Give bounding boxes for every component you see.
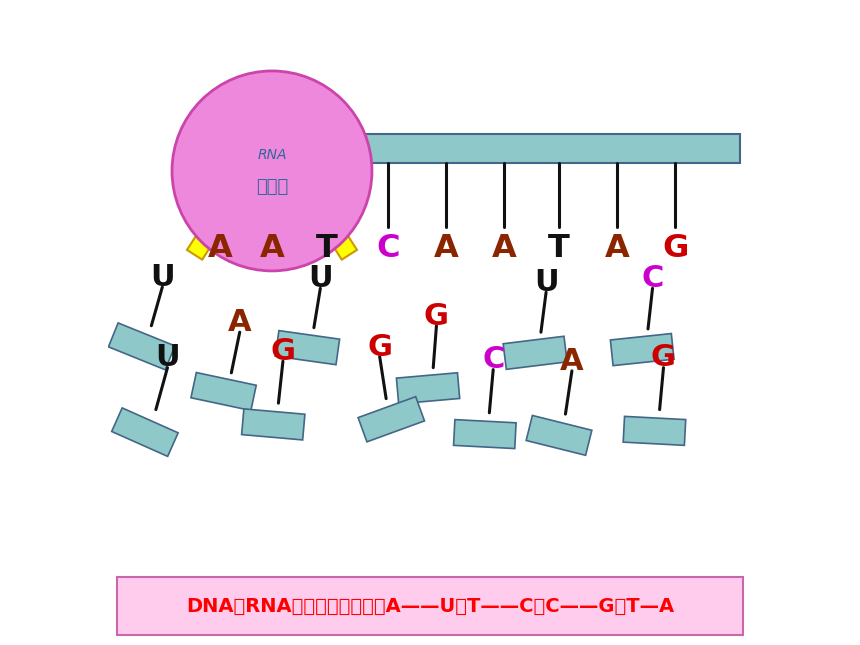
Text: T: T: [316, 232, 338, 264]
Polygon shape: [503, 336, 567, 370]
Polygon shape: [275, 331, 340, 364]
Text: A: A: [560, 347, 584, 375]
Bar: [192, 134, 740, 163]
Text: 聚合酶: 聚合酶: [256, 178, 288, 196]
Text: C: C: [642, 264, 664, 293]
Polygon shape: [112, 408, 178, 457]
Polygon shape: [396, 373, 460, 404]
Text: U: U: [155, 344, 180, 372]
Polygon shape: [453, 420, 516, 448]
Text: A: A: [208, 232, 233, 264]
Text: G: G: [367, 333, 392, 361]
Text: G: G: [662, 232, 688, 264]
FancyArrow shape: [318, 206, 357, 260]
FancyArrow shape: [187, 206, 225, 260]
Text: C: C: [482, 346, 505, 374]
Text: A: A: [605, 232, 630, 264]
Text: DNA与RNA的碌基互补配对：A——U；T——C；C——G；T—A: DNA与RNA的碌基互补配对：A——U；T——C；C——G；T—A: [186, 597, 674, 616]
Text: U: U: [534, 268, 558, 297]
Text: C: C: [377, 232, 400, 264]
Polygon shape: [108, 323, 175, 370]
Text: G: G: [651, 344, 676, 372]
Text: G: G: [270, 337, 296, 366]
Polygon shape: [611, 333, 674, 366]
Polygon shape: [242, 409, 305, 440]
Text: G: G: [424, 302, 449, 330]
Polygon shape: [191, 373, 256, 410]
Text: A: A: [433, 232, 458, 264]
Text: T: T: [548, 232, 570, 264]
Text: A: A: [492, 232, 517, 264]
Polygon shape: [526, 415, 592, 455]
Text: U: U: [150, 263, 175, 292]
Polygon shape: [358, 397, 425, 442]
Text: A: A: [260, 232, 285, 264]
Text: RNA: RNA: [257, 148, 286, 162]
Ellipse shape: [172, 71, 372, 271]
Polygon shape: [624, 417, 685, 445]
Bar: [117, 577, 743, 635]
Text: A: A: [228, 308, 251, 337]
Text: U: U: [308, 264, 333, 293]
